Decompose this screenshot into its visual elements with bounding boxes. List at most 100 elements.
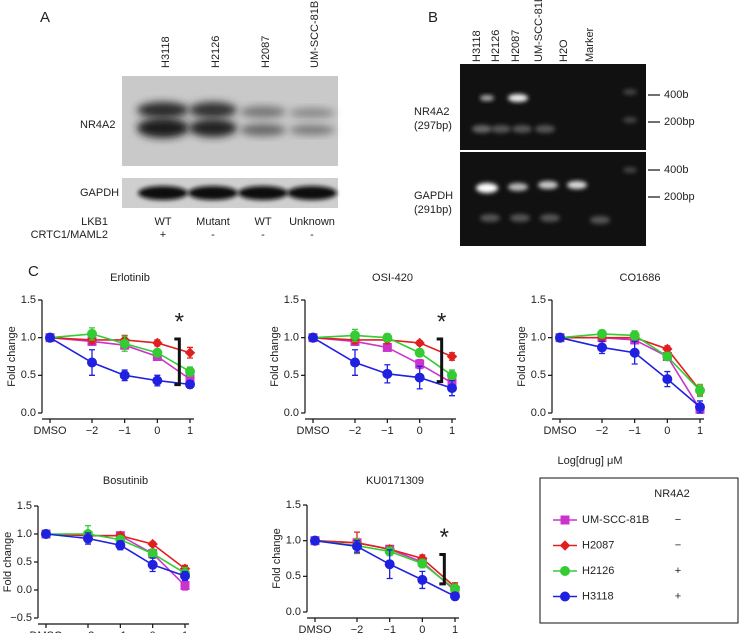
significance-mark: * <box>437 308 446 335</box>
x-tick-label: 1 <box>182 630 188 633</box>
y-tick-label: 0.0 <box>531 407 546 419</box>
x-tick-label: −1 <box>628 425 641 437</box>
data-point <box>450 591 460 602</box>
data-point <box>119 370 130 381</box>
annotation-value: Mutant <box>196 216 230 228</box>
data-point <box>447 383 457 394</box>
annotation-value: + <box>160 229 166 241</box>
data-point <box>597 328 607 339</box>
chart-title: KU0171309 <box>366 475 424 487</box>
gel <box>460 64 660 246</box>
x-tick-label: 0 <box>150 630 156 633</box>
lane-label: H2126 <box>490 30 502 62</box>
y-tick-label: 1.5 <box>17 500 32 512</box>
data-point <box>382 368 393 379</box>
x-tick-label: 0 <box>664 425 670 437</box>
x-tick-label: 1 <box>452 624 458 633</box>
x-tick-label: −1 <box>114 630 127 633</box>
data-point <box>310 535 320 546</box>
y-tick-label: 1.0 <box>21 332 36 344</box>
y-tick-label: 0.5 <box>531 369 546 381</box>
x-tick-label: DMSO <box>34 425 67 437</box>
y-tick-label: 0.0 <box>17 584 32 596</box>
data-point <box>384 559 395 570</box>
row-label: GAPDH <box>414 190 453 202</box>
y-tick-label: 0.5 <box>21 369 36 381</box>
lane-label: H2087 <box>510 30 522 62</box>
row-size: (297bp) <box>414 120 452 132</box>
y-axis-label: Fold change <box>6 326 18 387</box>
y-axis-label: Fold change <box>269 326 281 387</box>
x-tick-label: 1 <box>697 425 703 437</box>
data-point <box>662 351 673 362</box>
series-line <box>559 336 701 408</box>
data-point <box>184 347 196 358</box>
data-point <box>447 370 457 381</box>
x-tick-label: −2 <box>351 624 364 633</box>
x-tick-label: −2 <box>349 425 362 437</box>
significance-bracket <box>174 337 181 387</box>
data-point <box>147 548 158 559</box>
annotation-value: Unknown <box>289 216 335 228</box>
annotation-value: - <box>261 229 265 241</box>
x-tick-label: 1 <box>187 425 193 437</box>
data-point <box>350 330 360 341</box>
x-tick-label: 0 <box>154 425 160 437</box>
lane-label: UM-SCC-81B <box>309 1 321 68</box>
legend-box <box>539 477 739 624</box>
series-line <box>560 336 701 410</box>
data-point <box>417 574 428 585</box>
y-tick-label: 0.5 <box>286 570 301 582</box>
size-marker: 400b <box>664 164 688 176</box>
series-line <box>560 336 701 391</box>
data-point <box>115 540 126 551</box>
series-line <box>312 336 453 389</box>
data-point <box>308 332 318 343</box>
legend-sign: + <box>675 565 681 577</box>
x-tick-label: −1 <box>118 425 131 437</box>
significance-bracket <box>439 553 446 586</box>
chart-title: OSI-420 <box>372 272 413 284</box>
chart-title: Erlotinib <box>110 272 150 284</box>
lane-label: H2087 <box>260 36 272 68</box>
data-point <box>152 337 163 349</box>
x-tick-label: −1 <box>383 624 396 633</box>
data-point <box>695 385 705 396</box>
significance-mark: * <box>440 524 449 551</box>
legend-marker <box>559 540 571 551</box>
data-point <box>152 347 163 358</box>
lane-label: H2126 <box>210 36 222 68</box>
chart-title: Bosutinib <box>103 475 148 487</box>
legend-sign: − <box>675 539 681 551</box>
legend-marker <box>560 566 570 576</box>
y-tick-label: 0.0 <box>284 407 299 419</box>
x-tick-label: DMSO <box>30 630 63 633</box>
data-point <box>185 379 195 390</box>
chart-title: CO1686 <box>620 272 661 284</box>
data-point <box>597 342 607 353</box>
x-tick-label: −1 <box>381 425 394 437</box>
western-blot <box>122 76 338 208</box>
lane-label: H3118 <box>471 30 483 62</box>
data-point <box>629 347 640 358</box>
lane-label: H3118 <box>160 36 172 68</box>
data-point <box>119 338 130 349</box>
y-tick-label: 1.5 <box>531 294 546 306</box>
data-point <box>180 581 190 591</box>
data-point <box>382 332 393 343</box>
y-tick-label: 1.5 <box>21 294 36 306</box>
y-axis-label: Fold change <box>516 326 528 387</box>
y-tick-label: 1.5 <box>284 294 299 306</box>
legend-header: NR4A2 <box>654 488 689 500</box>
data-point <box>185 366 195 377</box>
legend-sign: − <box>675 514 681 526</box>
significance-bracket <box>436 337 444 384</box>
annotation-value: - <box>211 229 215 241</box>
y-tick-label: −0.5 <box>10 612 32 624</box>
data-point <box>414 337 425 349</box>
x-tick-label: −2 <box>86 425 99 437</box>
row-label: GAPDH <box>80 187 119 199</box>
size-marker: 200bp <box>664 116 695 128</box>
annotation-value: WT <box>254 216 271 228</box>
series-line <box>312 334 453 376</box>
